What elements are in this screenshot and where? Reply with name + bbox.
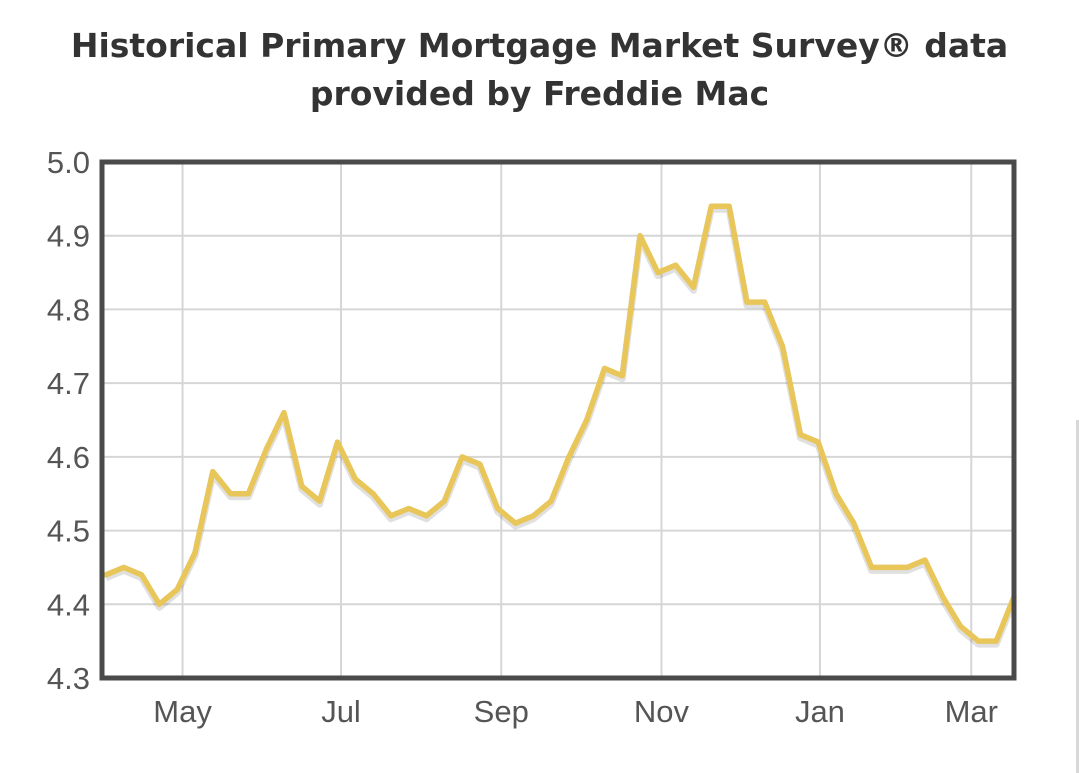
grid-lines [102,162,1014,678]
data-point [655,270,661,276]
x-tick-label: May [153,694,212,729]
data-point [584,417,590,423]
x-tick-label: Jan [795,694,845,729]
data-point [833,491,839,497]
y-tick-label: 4.6 [47,440,90,475]
data-point [797,432,803,438]
data-point [513,520,519,526]
y-tick-label: 5.0 [47,145,90,180]
data-point [174,587,180,593]
series-line-shadow [104,205,1018,648]
data-point [121,564,127,570]
series-line-layer [103,203,1018,648]
data-point [139,572,145,578]
scrollbar-edge [1076,420,1079,773]
data-point [975,638,981,644]
plot-frame [99,159,1017,681]
data-point [352,476,358,482]
data-point [388,513,394,519]
data-point [619,373,625,379]
data-point [548,498,554,504]
data-point [637,233,643,239]
data-point [762,299,768,305]
y-tick-label: 4.8 [47,292,90,327]
y-tick-label: 4.5 [47,514,90,549]
data-point [424,513,430,519]
data-point [815,439,821,445]
data-point [370,491,376,497]
y-tick-label: 4.7 [47,366,90,401]
data-point [406,506,412,512]
data-point [317,498,323,504]
data-point [156,601,162,607]
data-point [708,203,714,209]
data-point [869,564,875,570]
data-point [441,498,447,504]
chart-title-line-2: provided by Freddie Mac [309,74,770,113]
y-tick-label: 4.4 [47,587,90,622]
data-point [851,520,857,526]
data-point [886,564,892,570]
data-point [780,343,786,349]
data-point [744,299,750,305]
data-point [530,513,536,519]
data-point [922,557,928,563]
data-point [495,506,501,512]
data-point [245,491,251,497]
x-tick-label: Nov [634,694,690,729]
data-point [904,564,910,570]
data-point [228,491,234,497]
x-tick-label: Jul [321,694,361,729]
data-point [477,461,483,467]
data-point [940,594,946,600]
data-point [566,454,572,460]
x-tick-label: Mar [945,694,998,729]
data-point [958,623,964,629]
data-point [459,454,465,460]
data-point [602,365,608,371]
axis-tick-labels: 4.3 4.4 4.5 4.6 4.7 4.8 4.9 5.0 May Jul Sep Nov Jan M… [47,145,998,729]
data-point [281,410,287,416]
data-point [263,447,269,453]
data-point [299,483,305,489]
series-line [103,203,1017,644]
data-point [210,469,216,475]
data-point [335,439,341,445]
chart-title: Historical Primary Mortgage Market Surve… [0,22,1079,118]
x-tick-label: Sep [474,694,529,729]
data-point [726,203,732,209]
plot-border [99,159,1017,681]
data-point [673,262,679,268]
y-tick-label: 4.3 [47,661,90,696]
data-point [993,638,999,644]
y-tick-label: 4.9 [47,219,90,254]
data-point [192,550,198,556]
chart-title-line-1: Historical Primary Mortgage Market Surve… [70,26,1009,65]
data-point [691,284,697,290]
